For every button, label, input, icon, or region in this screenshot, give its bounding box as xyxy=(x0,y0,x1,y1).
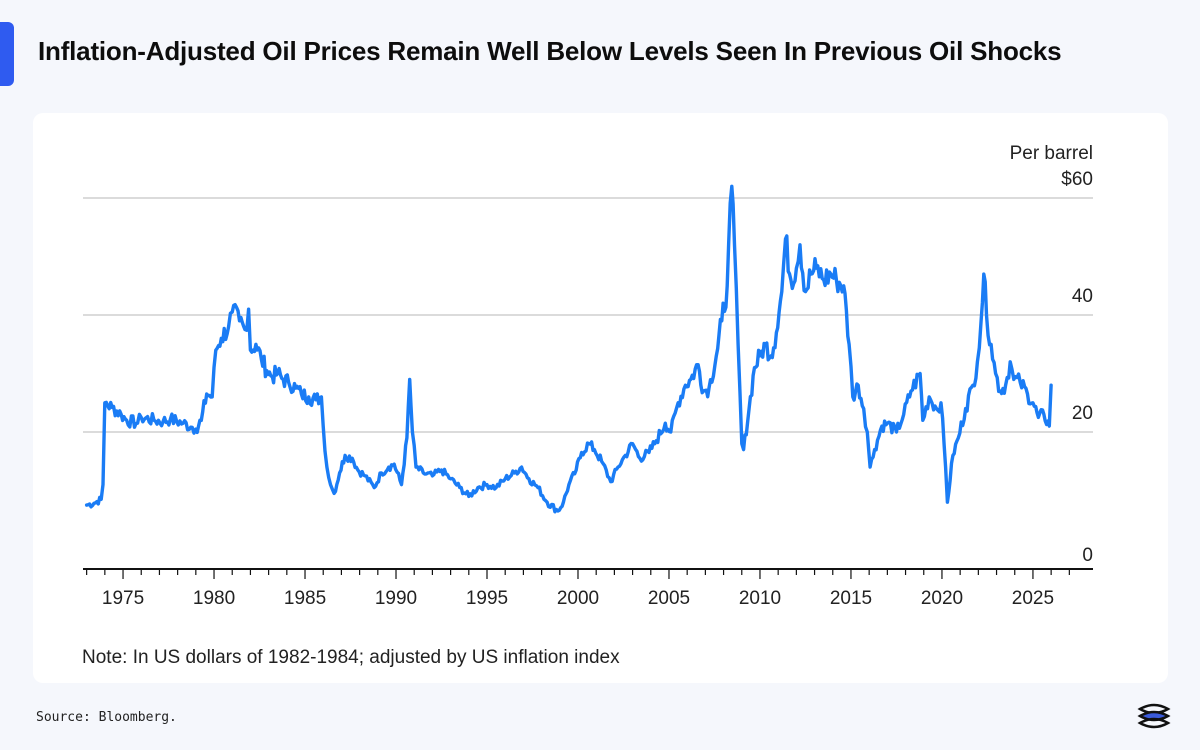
x-tick-label: 1980 xyxy=(193,588,235,609)
chart-card: $60 40 20 0 Per barrel 1975 1980 1985 1990 1995 20… xyxy=(33,113,1168,683)
x-tick-label: 2020 xyxy=(921,588,963,609)
x-tick-label: 2025 xyxy=(1012,588,1054,609)
x-tick-label: 2000 xyxy=(557,588,599,609)
source-text: Source: Bloomberg. xyxy=(36,710,177,725)
x-tick-label: 1995 xyxy=(466,588,508,609)
axis-labels: $60 40 20 0 Per barrel 1975 1980 1985 1990 1995 20… xyxy=(102,143,1093,609)
x-tick-label: 2010 xyxy=(739,588,781,609)
x-tick-label: 1990 xyxy=(375,588,417,609)
series-layer xyxy=(84,184,1053,514)
page-title: Inflation-Adjusted Oil Prices Remain Wel… xyxy=(38,36,1062,66)
oil-price-chart: $60 40 20 0 Per barrel 1975 1980 1985 1990 1995 20… xyxy=(83,143,1093,609)
y-tick-label: $60 xyxy=(1061,169,1093,190)
brand-logo-icon xyxy=(1137,703,1171,729)
x-axis xyxy=(83,568,1093,579)
y-axis-unit-label: Per barrel xyxy=(1010,143,1093,164)
y-tick-label: 20 xyxy=(1072,403,1093,424)
y-tick-label: 0 xyxy=(1082,545,1093,566)
series-line xyxy=(84,184,1053,514)
x-tick-label: 2005 xyxy=(648,588,690,609)
x-tick-label: 1975 xyxy=(102,588,144,609)
gridlines xyxy=(83,197,1093,433)
x-tick-label: 1985 xyxy=(284,588,326,609)
title-accent-bar xyxy=(0,22,14,86)
y-tick-label: 40 xyxy=(1072,286,1093,307)
chart-note: Note: In US dollars of 1982-1984; adjust… xyxy=(82,647,620,668)
x-tick-label: 2015 xyxy=(830,588,872,609)
